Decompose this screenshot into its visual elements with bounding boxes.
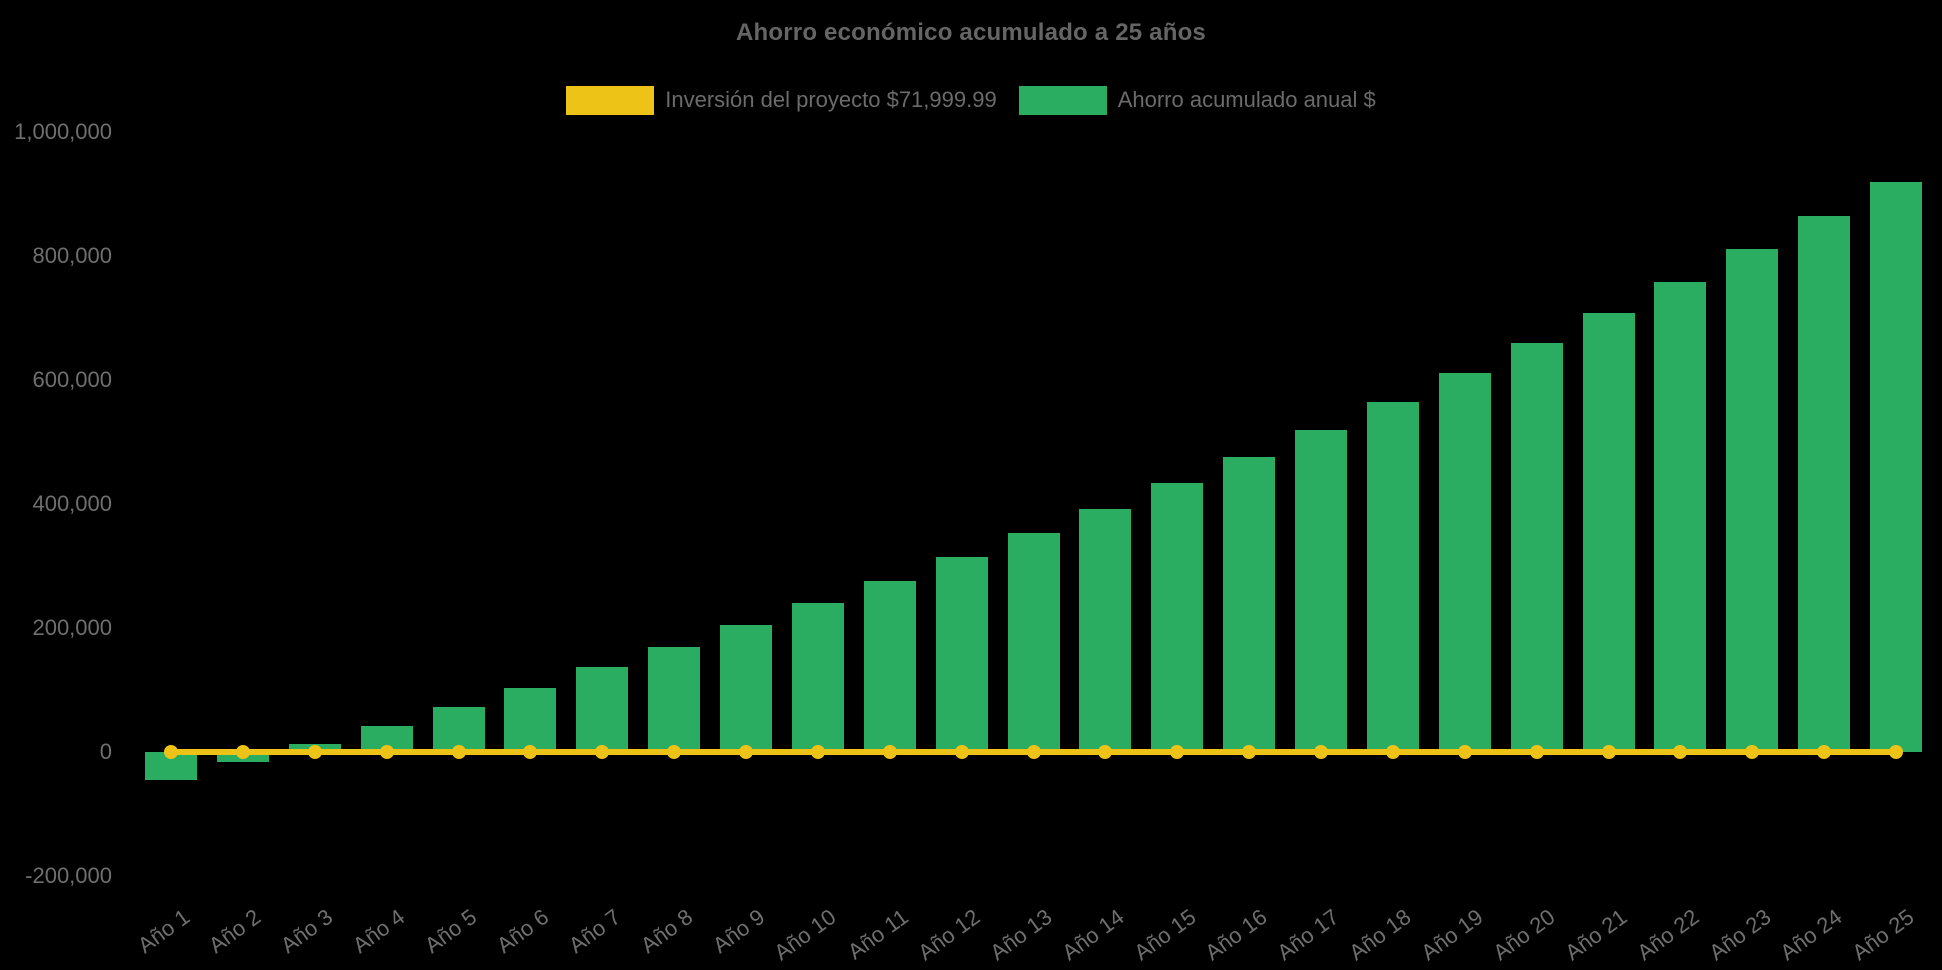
bar-year-23[interactable] — [1726, 249, 1779, 752]
line-marker-year-15 — [1170, 745, 1185, 759]
bar-year-15[interactable] — [1151, 482, 1204, 752]
x-tick-label-year-25: Año 25 — [1847, 904, 1919, 966]
legend-swatch-savings-icon — [1018, 85, 1107, 115]
line-marker-year-4 — [379, 745, 394, 759]
y-tick-label--200000: -200,000 — [25, 863, 112, 888]
line-marker-year-24 — [1817, 745, 1832, 759]
x-tick-label-year-24: Año 24 — [1775, 904, 1847, 966]
bar-year-9[interactable] — [720, 625, 772, 752]
x-tick-label-year-23: Año 23 — [1703, 904, 1775, 966]
legend-label-savings: Ahorro acumulado anual $ — [1117, 87, 1376, 112]
x-tick-label-year-11: Año 11 — [842, 904, 913, 965]
x-tick-label-year-9: Año 9 — [707, 904, 769, 959]
line-marker-year-22 — [1673, 745, 1688, 759]
line-marker-year-18 — [1385, 745, 1400, 759]
line-marker-year-5 — [451, 745, 466, 759]
bar-year-12[interactable] — [935, 557, 988, 752]
bar-year-20[interactable] — [1510, 343, 1563, 752]
y-tick-label-600000: 600,000 — [32, 367, 112, 392]
bar-year-25[interactable] — [1870, 181, 1922, 752]
line-marker-year-2 — [235, 745, 250, 759]
legend-item-savings[interactable]: Ahorro acumulado anual $ — [1018, 85, 1376, 115]
bar-year-16[interactable] — [1223, 456, 1276, 752]
bar-year-6[interactable] — [504, 687, 557, 752]
legend-swatch-investment-icon — [566, 85, 655, 115]
chart-title: Ahorro económico acumulado a 25 años — [736, 19, 1206, 46]
bar-year-13[interactable] — [1007, 533, 1060, 752]
bar-year-11[interactable] — [863, 580, 916, 752]
line-marker-year-21 — [1601, 745, 1616, 759]
bar-year-10[interactable] — [791, 603, 844, 752]
x-tick-label-year-14: Año 14 — [1056, 904, 1129, 966]
x-tick-label-year-8: Año 8 — [635, 904, 697, 959]
x-tick-label-year-7: Año 7 — [563, 904, 625, 959]
x-tick-label-year-18: Año 18 — [1344, 904, 1416, 966]
x-tick-label-year-1: Año 1 — [132, 904, 194, 959]
x-tick-label-year-6: Año 6 — [491, 904, 554, 959]
line-marker-year-7 — [595, 745, 610, 759]
line-marker-year-20 — [1529, 745, 1544, 759]
line-marker-year-3 — [307, 745, 322, 759]
line-marker-year-19 — [1457, 745, 1472, 759]
line-marker-year-17 — [1314, 745, 1328, 759]
y-tick-label-0: 0 — [99, 739, 112, 764]
bar-year-7[interactable] — [576, 667, 629, 752]
line-marker-year-23 — [1745, 745, 1760, 759]
x-tick-label-year-12: Año 12 — [913, 904, 985, 966]
x-tick-label-year-20: Año 20 — [1488, 904, 1560, 966]
x-tick-label-year-10: Año 10 — [769, 904, 841, 966]
bar-year-5[interactable] — [432, 707, 485, 752]
line-marker-year-11 — [882, 745, 897, 759]
line-marker-year-14 — [1098, 745, 1113, 759]
x-tick-label-year-16: Año 16 — [1200, 904, 1272, 966]
line-marker-year-10 — [810, 745, 825, 759]
bar-year-19[interactable] — [1438, 373, 1491, 752]
x-tick-label-year-15: Año 15 — [1128, 904, 1200, 966]
x-tick-label-year-17: Año 17 — [1272, 904, 1344, 966]
y-tick-label-1000000: 1,000,000 — [14, 119, 112, 144]
legend-label-investment: Inversión del proyecto $71,999.99 — [665, 87, 997, 112]
line-marker-year-6 — [523, 745, 538, 759]
y-tick-label-400000: 400,000 — [32, 491, 112, 516]
line-marker-year-8 — [667, 745, 682, 759]
line-marker-year-16 — [1242, 745, 1257, 759]
y-tick-label-800000: 800,000 — [32, 243, 112, 268]
x-tick-label-year-2: Año 2 — [204, 904, 266, 959]
x-tick-label-year-4: Año 4 — [348, 904, 410, 959]
x-tick-label-year-19: Año 19 — [1416, 904, 1488, 966]
x-tick-label-year-21: Año 21 — [1560, 904, 1632, 966]
bar-year-8[interactable] — [648, 646, 701, 752]
y-tick-label-200000: 200,000 — [32, 615, 112, 640]
legend: Inversión del proyecto $71,999.99 Ahorro… — [0, 85, 1942, 115]
legend-item-investment[interactable]: Inversión del proyecto $71,999.99 — [566, 85, 997, 115]
line-marker-year-13 — [1026, 745, 1041, 759]
line-marker-year-12 — [954, 745, 969, 759]
x-tick-label-year-5: Año 5 — [419, 904, 482, 959]
line-marker-year-9 — [739, 745, 753, 759]
line-marker-year-25 — [1889, 745, 1903, 759]
bar-year-14[interactable] — [1079, 508, 1132, 752]
x-tick-label-year-3: Año 3 — [276, 904, 338, 959]
bar-year-22[interactable] — [1654, 281, 1707, 752]
bar-year-18[interactable] — [1366, 401, 1419, 752]
x-tick-label-year-13: Año 13 — [985, 904, 1057, 966]
x-tick-label-year-22: Año 22 — [1631, 904, 1704, 966]
bar-year-21[interactable] — [1582, 313, 1635, 752]
bar-year-17[interactable] — [1295, 429, 1347, 752]
line-marker-year-1 — [164, 745, 178, 759]
bar-year-24[interactable] — [1798, 216, 1851, 752]
